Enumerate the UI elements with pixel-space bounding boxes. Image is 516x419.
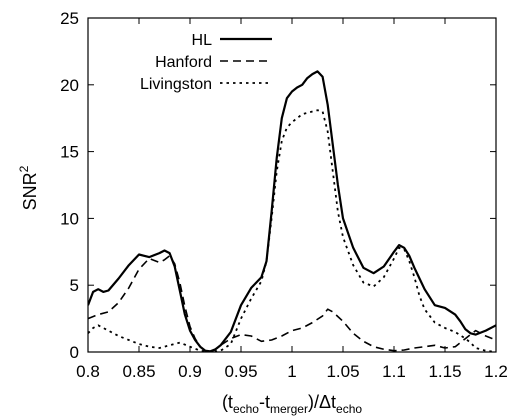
- x-tick-label-8: 1.2: [484, 362, 508, 381]
- legend-label-livingston: Livingston: [140, 76, 212, 93]
- y-tick-label-0: 0: [70, 343, 79, 362]
- x-tick-label-5: 1.05: [326, 362, 359, 381]
- series-line-hanford: [88, 255, 496, 352]
- legend-label-hanford: Hanford: [155, 54, 212, 71]
- x-tick-label-4: 1: [287, 362, 296, 381]
- legend-label-hl: HL: [192, 32, 213, 49]
- series-layer: [88, 70, 496, 352]
- y-tick-label-5: 25: [60, 9, 79, 28]
- tick-layer: 0.8 0.85 0.9 0.95 1 1.05 1.1 1.15 1.2 0 5 10 15 20 25: [60, 9, 508, 381]
- y-axis-label: SNR2: [17, 165, 40, 210]
- x-tick-label-7: 1.15: [428, 362, 461, 381]
- series-line-hl: [88, 70, 496, 352]
- x-axis-label: (techo-tmerger)/Δtecho: [222, 392, 362, 416]
- x-tick-label-6: 1.1: [382, 362, 406, 381]
- x-tick-label-0: 0.8: [76, 362, 100, 381]
- x-tick-label-3: 0.95: [224, 362, 257, 381]
- y-tick-label-2: 10: [60, 209, 79, 228]
- x-tick-label-2: 0.9: [178, 362, 202, 381]
- series-line-livingston: [88, 109, 496, 352]
- y-tick-label-1: 5: [70, 276, 79, 295]
- plot-frame: [87, 17, 497, 353]
- y-tick-label-3: 15: [60, 143, 79, 162]
- legend: HL Hanford Livingston: [140, 32, 272, 93]
- x-tick-label-1: 0.85: [122, 362, 155, 381]
- y-tick-label-4: 20: [60, 76, 79, 95]
